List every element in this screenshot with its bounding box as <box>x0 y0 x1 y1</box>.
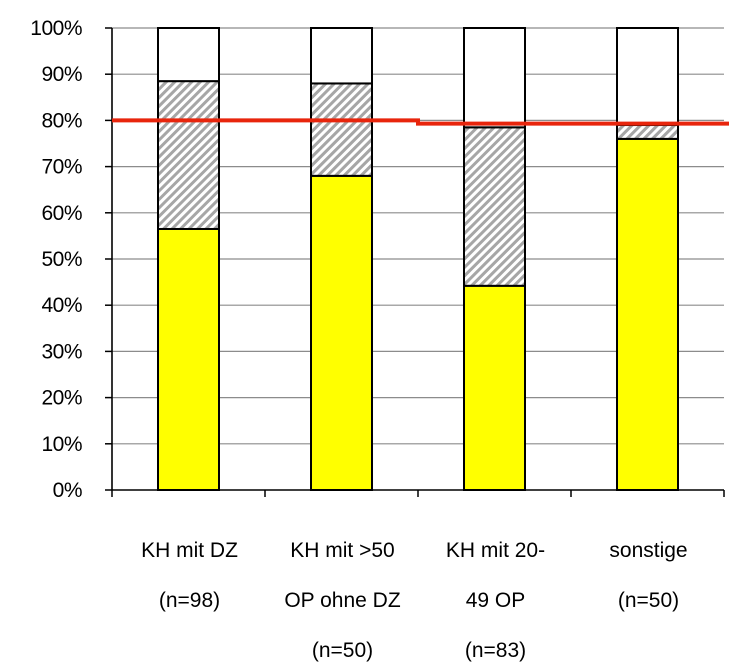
y-tick-label: 70% <box>41 156 82 179</box>
x-category-label: 49 OP <box>466 589 526 612</box>
x-category-label: (n=83) <box>465 639 526 662</box>
reference-line <box>112 118 729 126</box>
y-tick-label: 100% <box>30 17 82 40</box>
x-category-label: KH mit >50 <box>290 539 394 562</box>
bar-segment <box>463 27 526 129</box>
y-tick-label: 80% <box>41 109 82 132</box>
bar-segment <box>157 27 220 83</box>
bar-segment <box>157 80 220 230</box>
bar-segment <box>616 137 679 491</box>
y-tick-label: 50% <box>41 248 82 271</box>
bars <box>157 27 679 491</box>
y-tick-label: 10% <box>41 433 82 456</box>
bar-segment <box>157 227 220 491</box>
y-tick-label: 40% <box>41 294 82 317</box>
axes <box>111 28 725 497</box>
x-axis-category-labels: KH mit DZ (n=98) KH mit >50 OP ohne DZ (n=50… <box>141 539 688 662</box>
y-tick-label: 30% <box>41 340 82 363</box>
bar-segment <box>463 284 526 491</box>
bar-segment <box>310 82 373 177</box>
bar-segment <box>616 27 679 127</box>
x-category-label: (n=50) <box>618 589 679 612</box>
bar-segment <box>310 174 373 491</box>
bar-segment <box>616 124 679 140</box>
x-category-label: (n=98) <box>159 589 220 612</box>
bar-segment <box>310 27 373 85</box>
bar-segment <box>463 126 526 287</box>
reference-line-path <box>112 118 729 126</box>
x-category-label: sonstige <box>609 539 687 562</box>
y-tick-label: 60% <box>41 202 82 225</box>
y-tick-label: 20% <box>41 387 82 410</box>
x-category-label: OP ohne DZ <box>284 589 401 612</box>
x-category-label: KH mit 20- <box>446 539 545 562</box>
x-category-label: (n=50) <box>312 639 373 662</box>
y-tick-label: 90% <box>41 63 82 86</box>
y-tick-label: 0% <box>53 479 82 502</box>
y-axis-tick-labels: 0% 10% 20% 30% 40% 50% 60% 70% 80% 90% 100% <box>30 17 82 502</box>
x-category-label: KH mit DZ <box>141 539 238 562</box>
